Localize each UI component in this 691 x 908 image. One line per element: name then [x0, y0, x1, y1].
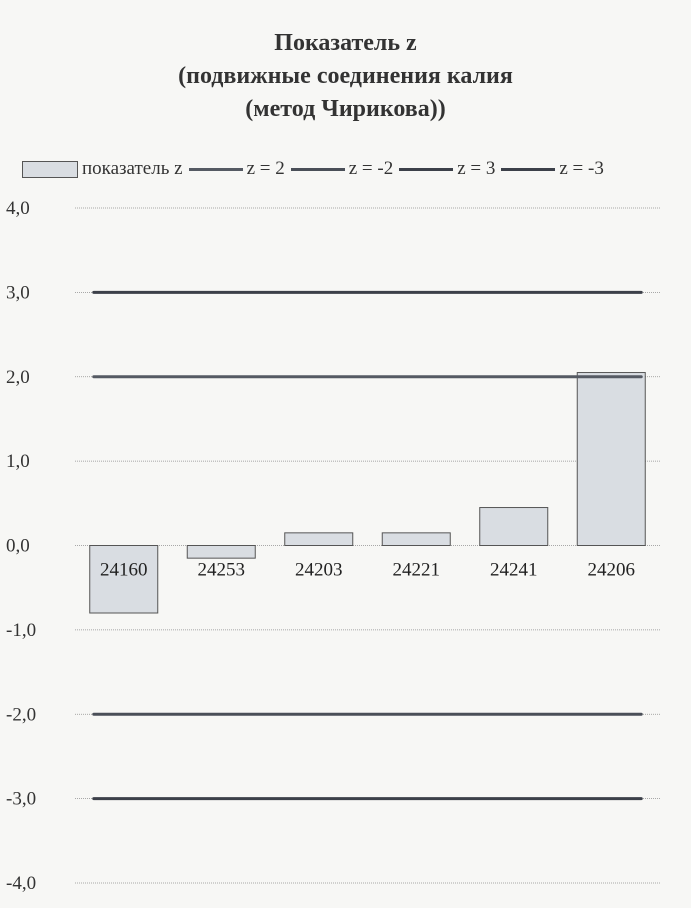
legend-item-z2: z = 2 — [188, 158, 285, 180]
x-tick-label: 24206 — [588, 560, 636, 581]
legend-label-z2: z = 2 — [246, 158, 285, 179]
chart-title-line-2: (подвижные соединения калия — [178, 63, 513, 89]
legend: показатель z z = 2 z = -2 z = 3 z = -3 — [22, 156, 610, 182]
y-tick-label: 2,0 — [6, 367, 30, 388]
y-tick-label: 0,0 — [6, 536, 30, 557]
legend-item-zm3: z = -3 — [501, 158, 604, 180]
bar — [284, 532, 354, 546]
x-tick-label: 24221 — [393, 560, 441, 581]
bar — [576, 372, 646, 546]
x-tick-label: 24253 — [198, 560, 246, 581]
legend-label-zm3: z = -3 — [559, 158, 604, 179]
y-tick-label: -4,0 — [6, 873, 36, 894]
legend-item-bar: показатель z — [22, 158, 183, 180]
legend-swatch-bar — [22, 160, 78, 178]
bar — [89, 545, 159, 614]
legend-item-zm2: z = -2 — [290, 158, 394, 180]
bar — [479, 507, 549, 546]
chart-title-line-1: Показатель z — [274, 30, 417, 56]
bar — [186, 545, 256, 559]
y-tick-label: -1,0 — [6, 620, 36, 641]
chart-title-line-3: (метод Чирикова)) — [245, 96, 446, 122]
legend-swatch-zm3 — [501, 167, 556, 171]
y-tick-label: 4,0 — [6, 198, 30, 219]
legend-label-zm2: z = -2 — [348, 158, 394, 179]
y-tick-label: 1,0 — [6, 451, 30, 472]
y-tick-label: 3,0 — [6, 282, 30, 303]
x-tick-label: 24160 — [100, 560, 148, 581]
legend-label-bar: показатель z — [82, 158, 183, 179]
bar — [381, 532, 451, 546]
legend-label-z3: z = 3 — [457, 158, 496, 179]
legend-swatch-z3 — [399, 167, 454, 171]
y-tick-label: -2,0 — [6, 704, 36, 725]
x-tick-label: 24241 — [490, 560, 538, 581]
legend-swatch-zm2 — [290, 167, 345, 171]
x-tick-label: 24203 — [295, 560, 343, 581]
legend-swatch-z2 — [188, 167, 243, 171]
legend-item-z3: z = 3 — [399, 158, 495, 180]
y-tick-label: -3,0 — [6, 789, 36, 810]
